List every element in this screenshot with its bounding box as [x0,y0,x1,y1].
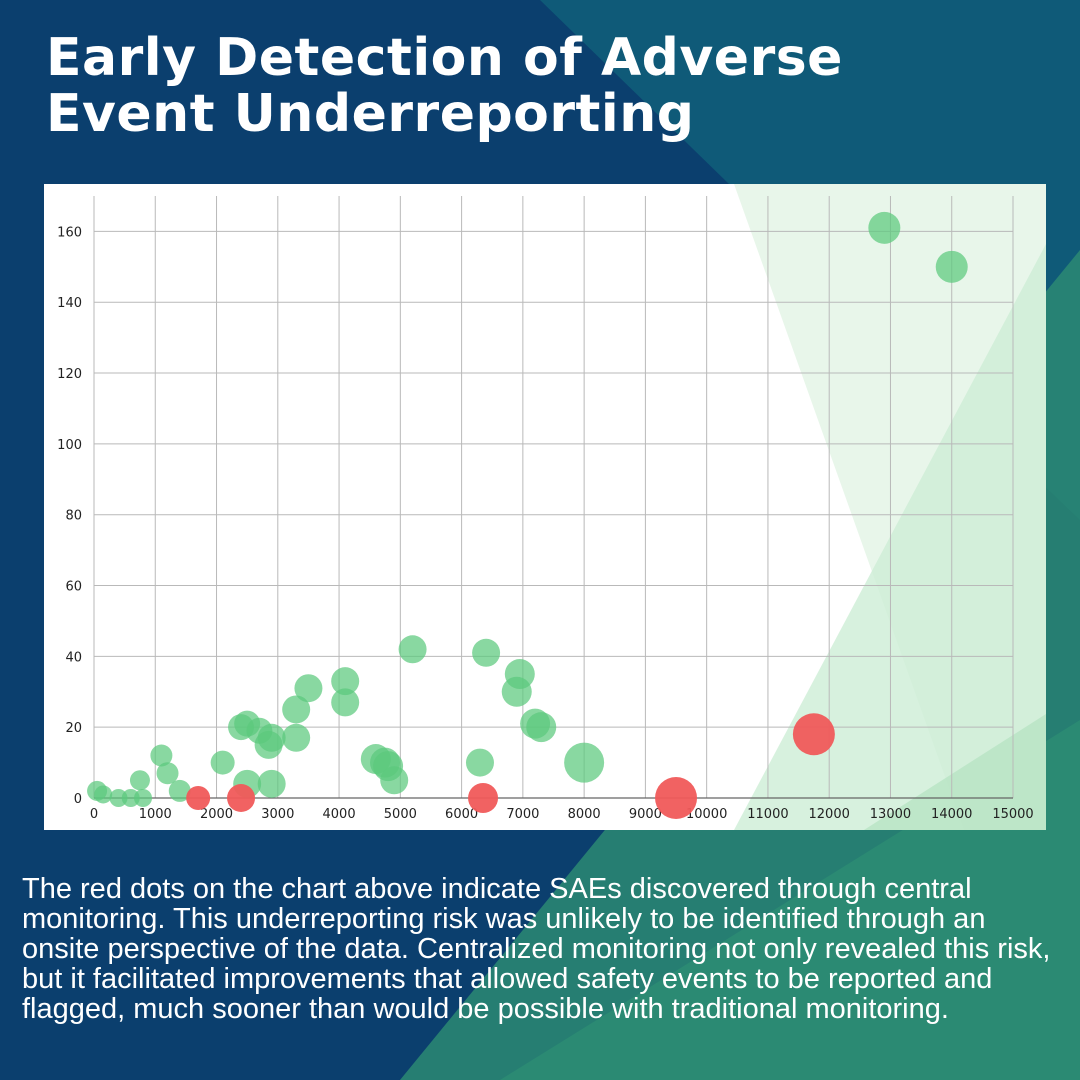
x-tick-label: 4000 [323,807,356,822]
data-point-green [935,250,968,283]
page-title-line-1: Early Detection of Adverse [46,28,843,88]
data-point-green [282,723,311,752]
x-tick-label: 2000 [200,807,233,822]
x-tick-label: 1000 [139,807,172,822]
data-point-red [655,777,698,819]
data-point-green [156,762,179,785]
chart-grid [93,196,1014,799]
data-point-red [227,784,256,812]
x-tick-label: 0 [90,807,98,822]
x-tick-label: 7000 [506,807,539,822]
data-point-green [282,695,311,724]
x-tick-label: 12000 [809,807,850,822]
data-point-green [210,750,235,775]
x-tick-label: 15000 [992,807,1033,822]
x-tick-label: 10000 [686,807,727,822]
x-tick-label: 11000 [747,807,788,822]
data-point-green [168,779,191,802]
y-tick-label: 20 [65,721,82,736]
bubble-chart: 0 1000 2000 3000 4000 5000 6000 7000 8000 9000 100… [57,184,1046,830]
page-title-line-2: Event Underreporting [46,84,695,144]
page-title: Early Detection of Adverse Event Underre… [46,30,1006,142]
data-point-green [257,769,286,798]
data-point-green [868,211,901,244]
x-tick-label: 9000 [629,807,662,822]
y-tick-label: 140 [57,296,82,311]
data-point-red [468,783,499,813]
series-dot_green [87,211,968,807]
chart-overlay-dark [864,714,1046,830]
data-point-green [134,789,153,807]
y-tick-label: 0 [74,792,82,807]
data-point-green [294,674,323,703]
data-point-green [94,785,113,804]
data-point-green [472,638,501,667]
data-point-green [331,688,360,717]
x-tick-label: 14000 [931,807,972,822]
data-point-green [504,659,535,690]
x-tick-label: 13000 [870,807,911,822]
y-tick-label: 160 [57,225,82,240]
data-point-red [186,786,211,810]
data-point-green [564,742,605,783]
x-tick-label: 3000 [261,807,294,822]
data-point-green [380,766,409,795]
y-tick-label: 80 [65,509,82,524]
data-point-red [792,713,835,756]
data-point-green [129,770,150,791]
y-tick-label: 60 [65,580,82,595]
chart-caption: The red dots on the chart above indicate… [22,873,1051,1025]
data-point-green [257,723,286,752]
data-point-green [465,748,494,777]
data-point-green [398,635,427,664]
data-point-green [331,667,360,696]
y-tick-label: 120 [57,367,82,382]
y-tick-label: 100 [57,438,82,453]
chart-panel: 0 1000 2000 3000 4000 5000 6000 7000 8000 9000 100… [44,184,1046,830]
x-tick-label: 8000 [568,807,601,822]
x-tick-label: 6000 [445,807,478,822]
data-point-green [526,712,557,743]
series-dot_red [186,713,835,819]
y-tick-label: 40 [65,650,82,665]
x-tick-label: 5000 [384,807,417,822]
data-point-green [150,744,173,767]
